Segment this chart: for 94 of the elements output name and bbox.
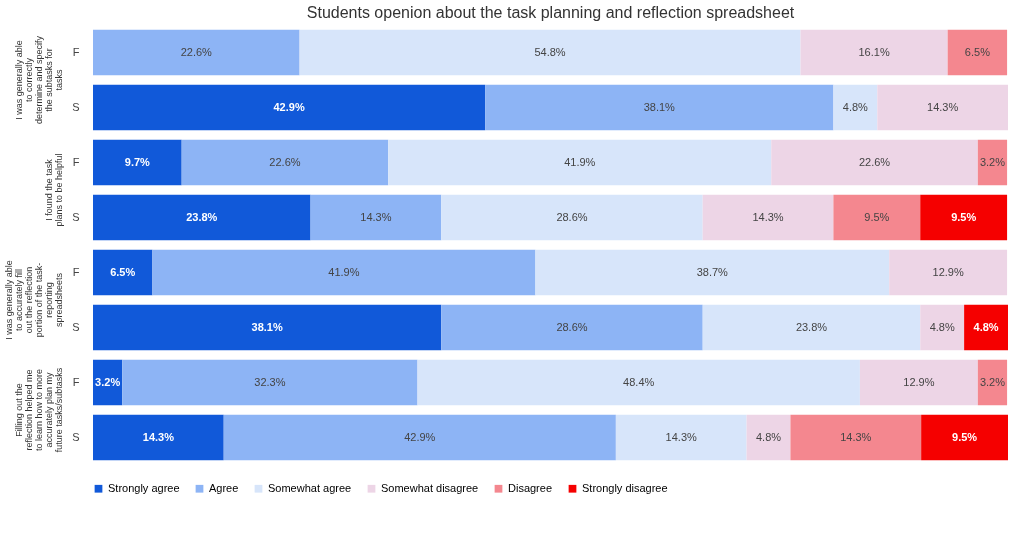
bar <box>485 84 834 131</box>
data-label: 9.5% <box>951 210 977 223</box>
y-tick-label: F <box>72 45 80 58</box>
y-tick-label: S <box>72 100 80 113</box>
data-label: 14.3% <box>665 430 698 443</box>
data-label: 48.4% <box>623 375 655 388</box>
data-label: 6.5% <box>110 265 136 278</box>
bar <box>93 304 442 351</box>
data-label: 42.9% <box>404 430 436 443</box>
data-label: 22.6% <box>858 155 891 168</box>
data-label: 54.8% <box>534 45 566 58</box>
y-tick-label: S <box>72 210 80 223</box>
bar <box>441 194 703 241</box>
bar <box>417 359 860 406</box>
data-label: 41.9% <box>328 265 360 278</box>
bar <box>615 414 747 461</box>
bar <box>859 359 978 406</box>
legend-label: Somewhat disagree <box>381 481 479 494</box>
data-label: 9.7% <box>124 155 151 168</box>
legend-label: Disagree <box>508 481 553 494</box>
data-label: 12.9% <box>932 265 964 278</box>
data-label: 22.6% <box>180 45 213 58</box>
data-label: 23.8% <box>186 210 218 223</box>
data-label: 23.8% <box>795 320 828 333</box>
data-label: 4.8% <box>842 100 869 113</box>
data-label: 3.2% <box>979 155 1006 168</box>
y-tick-label: S <box>72 320 80 333</box>
bar <box>223 414 616 461</box>
text: I was generally able to correctly determine and specify the subtasks for tasks <box>14 35 64 125</box>
bar <box>920 304 965 351</box>
legend-label: Agree <box>209 481 239 494</box>
data-label: 22.6% <box>269 155 301 168</box>
data-label: 38.1% <box>643 100 676 113</box>
bar <box>299 29 801 76</box>
bar <box>702 194 834 241</box>
data-label: 14.3% <box>360 210 392 223</box>
bar <box>93 249 153 296</box>
data-label: 28.6% <box>556 210 588 223</box>
data-label: 9.5% <box>864 210 890 223</box>
bar <box>152 249 536 296</box>
bar <box>93 194 311 241</box>
data-label: 14.3% <box>752 210 784 223</box>
bar <box>93 414 224 461</box>
y-tick-label: S <box>72 430 80 443</box>
legend-label: Strongly agree <box>108 481 180 494</box>
data-label: 6.5% <box>964 45 991 58</box>
legend-label: Strongly disagree <box>582 481 668 494</box>
bar <box>93 29 300 76</box>
bar <box>771 139 978 186</box>
bar <box>921 414 1008 461</box>
data-label: 28.6% <box>556 320 588 333</box>
bar <box>441 304 703 351</box>
data-label: 14.3% <box>927 100 959 113</box>
data-label: 38.7% <box>696 265 729 278</box>
data-label: 32.3% <box>254 375 286 388</box>
bar <box>833 194 921 241</box>
data-label: 4.8% <box>929 320 955 333</box>
data-label: 14.3% <box>142 430 175 443</box>
bar <box>947 29 1008 76</box>
bar <box>833 84 878 131</box>
data-label: 41.9% <box>564 155 596 168</box>
bar <box>388 139 772 186</box>
data-label: 9.5% <box>952 430 978 443</box>
bar <box>535 249 890 296</box>
bar <box>122 359 418 406</box>
y-tick-label: F <box>72 155 80 168</box>
text: Filling out the reflection helped me to learn how to more accurately plan my future tasks/subtasks <box>14 367 64 453</box>
chart-title: Students openion about the task planning and reflection spreadsheet <box>306 4 795 21</box>
bar <box>93 84 486 131</box>
bar <box>310 194 442 241</box>
text: I found the task plans to be helpful <box>44 153 64 227</box>
data-label: 16.1% <box>858 45 890 58</box>
bar <box>702 304 921 351</box>
bar <box>93 139 182 186</box>
data-label: 4.8% <box>973 320 999 333</box>
bar <box>889 249 1008 296</box>
data-label: 3.2% <box>979 375 1006 388</box>
data-label: 3.2% <box>95 375 121 388</box>
bar <box>181 139 389 186</box>
text: I was generally able to accurately fill out the reflection portion of the task-reporting spreadsheets <box>4 260 64 340</box>
bar <box>800 29 948 76</box>
data-label: 4.8% <box>755 430 782 443</box>
data-label: 42.9% <box>273 100 305 113</box>
data-label: 38.1% <box>251 320 283 333</box>
bar <box>877 84 1008 131</box>
data-label: 14.3% <box>840 430 872 443</box>
bar <box>920 194 1008 241</box>
y-tick-label: F <box>72 375 80 388</box>
bar <box>746 414 791 461</box>
bar <box>964 304 1008 351</box>
y-tick-label: F <box>72 265 80 278</box>
data-label: 12.9% <box>903 375 935 388</box>
bar <box>790 414 922 461</box>
legend-label: Somewhat agree <box>268 481 352 494</box>
